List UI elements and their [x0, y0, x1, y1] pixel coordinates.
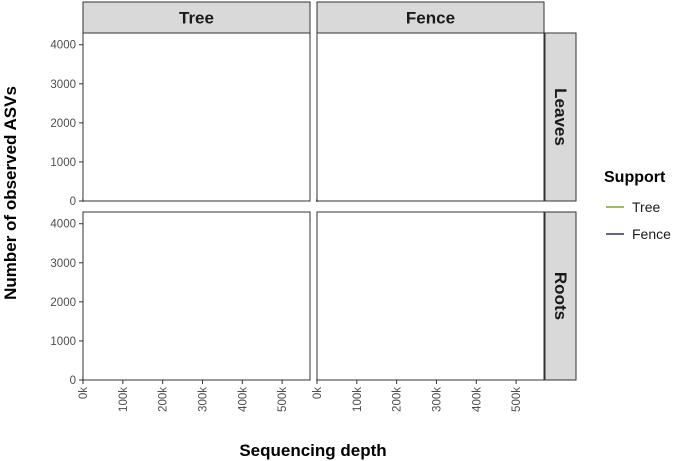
facet-strip-leaves: Leaves: [544, 32, 577, 202]
y-tick-label: 1000: [50, 336, 76, 348]
legend-label: Tree: [632, 199, 660, 215]
y-tick-label: 4000: [50, 219, 76, 231]
x-tick-label: 200k: [392, 387, 404, 412]
legend-item-tree: Tree: [606, 199, 660, 215]
x-tick-label: 400k: [237, 387, 249, 412]
facet-label: Leaves: [551, 88, 570, 146]
x-tick-label: 100k: [118, 387, 130, 412]
panel-border: [82, 211, 311, 381]
facet-strip-roots: Roots: [544, 211, 577, 381]
facet-strip-fence: Fence: [316, 1, 545, 34]
strip-background: [316, 1, 545, 34]
facet-label: Roots: [551, 272, 570, 320]
y-tick-label: 3000: [50, 258, 76, 270]
y-tick-label: 4000: [50, 40, 76, 52]
facet-label: Fence: [406, 9, 455, 28]
panels-layer: [82, 32, 545, 381]
legend-item-fence: Fence: [606, 226, 671, 242]
x-tick-label: 500k: [511, 387, 523, 412]
x-tick-label: 200k: [158, 387, 170, 412]
x-tick-label: 100k: [352, 387, 364, 412]
y-axis-title: Number of observed ASVs: [1, 86, 20, 300]
y-tick-label: 2000: [50, 297, 76, 309]
facet-label: Tree: [179, 9, 214, 28]
x-axis-title: Sequencing depth: [239, 441, 386, 460]
panel-border: [316, 32, 545, 202]
strip-background: [544, 32, 577, 202]
x-tick-label: 300k: [431, 387, 443, 412]
x-tick-label: 500k: [277, 387, 289, 412]
x-tick-label: 400k: [471, 387, 483, 412]
panel-border: [316, 211, 545, 381]
y-tick-label: 0: [70, 196, 76, 208]
strip-background: [544, 211, 577, 381]
y-tick-label: 1000: [50, 157, 76, 169]
x-tick-label: 0k: [78, 387, 90, 399]
y-tick-label: 0: [70, 375, 76, 387]
y-tick-label: 2000: [50, 118, 76, 130]
x-tick-label: 300k: [197, 387, 209, 412]
strip-background: [82, 1, 311, 34]
legend: Support Tree Fence: [604, 169, 671, 242]
legend-title: Support: [604, 169, 666, 186]
x-tick-label: 0k: [312, 387, 324, 399]
panel-border: [82, 32, 311, 202]
facet-strip-tree: Tree: [82, 1, 311, 34]
legend-label: Fence: [632, 226, 671, 242]
axes-layer: 0 1000 2000 3000 4000 0 1000 2000 3000 4000 0k 100k…: [50, 40, 523, 412]
y-tick-label: 3000: [50, 79, 76, 91]
strips-layer: Tree Fence Leaves Roots: [82, 1, 577, 381]
